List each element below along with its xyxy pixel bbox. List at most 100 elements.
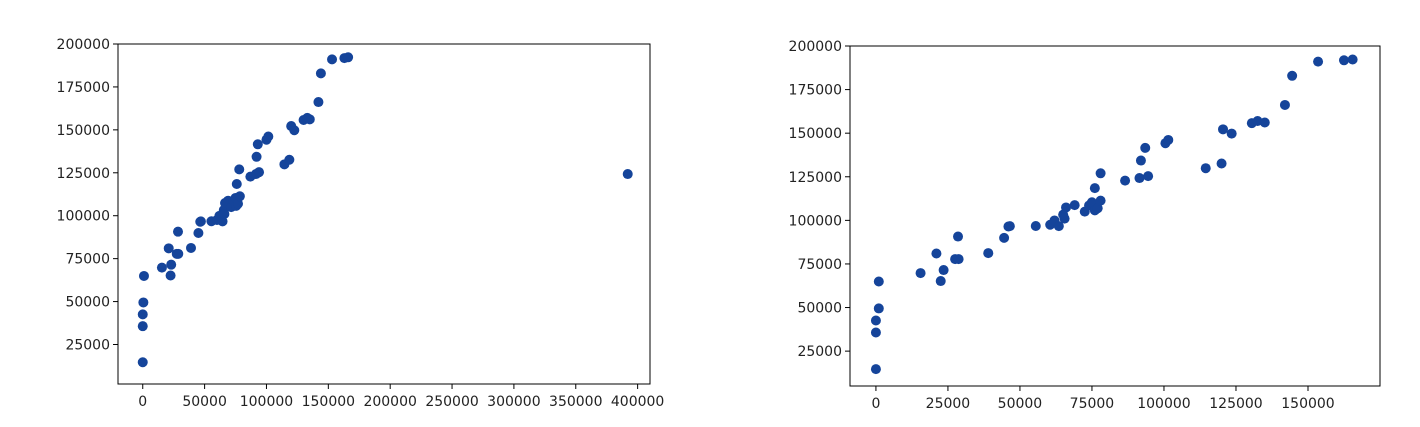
right-data-point (1135, 155, 1146, 166)
left-data-point (219, 208, 230, 219)
right-data-point (1004, 221, 1015, 232)
left-data-point (166, 259, 177, 270)
right-data-point (1134, 173, 1145, 184)
right-data-point (953, 231, 964, 242)
right-data-point (1279, 99, 1290, 110)
left-data-point (138, 297, 149, 308)
right-data-point (1069, 200, 1080, 211)
left-data-point (137, 321, 148, 332)
left-plot-frame (117, 43, 651, 385)
right-data-point (953, 254, 964, 265)
left-data-point (193, 227, 204, 238)
left-y-tick-label: 175000 (57, 80, 110, 96)
right-data-point (1095, 168, 1106, 179)
left-x-tick-label: 100000 (240, 394, 293, 410)
scatter-chart-left: 0 50000 100000 150000 200000 250000 300000 3500… (0, 0, 700, 427)
left-data-point (263, 131, 274, 142)
left-data-point (165, 270, 176, 281)
right-data-point (1061, 202, 1072, 213)
right-y-tick-label: 100000 (789, 213, 842, 229)
left-x-tick-label: 150000 (302, 394, 355, 410)
left-y-tick-label: 50000 (65, 295, 110, 311)
left-data-point (304, 114, 315, 125)
right-data-point (870, 315, 881, 326)
right-x-tick-label: 100000 (1137, 396, 1190, 412)
left-y-tick-label: 25000 (65, 338, 110, 354)
right-y-tick-label: 25000 (797, 344, 842, 360)
right-data-point (1163, 134, 1174, 145)
right-data-point (1226, 128, 1237, 139)
right-y-tick-label: 200000 (789, 39, 842, 55)
right-data-point (1259, 117, 1270, 128)
left-data-point (173, 226, 184, 237)
right-data-point (1053, 221, 1064, 232)
scatter-plot-right: 0 25000 50000 75000 100000 125000 150000 25000 5… (789, 39, 1381, 412)
left-y-tick-label: 100000 (57, 209, 110, 225)
right-x-tick-label: 50000 (998, 396, 1043, 412)
right-data-point (983, 248, 994, 259)
left-x-tick-label: 200000 (363, 394, 416, 410)
right-data-point (999, 232, 1010, 243)
left-y-tick-label: 75000 (65, 252, 110, 268)
right-data-point (873, 276, 884, 287)
left-data-point (231, 178, 242, 189)
right-data-point (1216, 158, 1227, 169)
left-y-tick-label: 125000 (57, 166, 110, 182)
left-x-tick-label: 300000 (487, 394, 540, 410)
right-y-tick-label: 175000 (789, 83, 842, 99)
left-data-point (251, 151, 262, 162)
right-data-point (870, 327, 881, 338)
left-data-point (195, 216, 206, 227)
right-x-tick-label: 0 (871, 396, 880, 412)
left-data-point (284, 154, 295, 165)
right-x-tick-label: 75000 (1070, 396, 1115, 412)
right-data-point (1140, 142, 1151, 153)
left-data-point (138, 270, 149, 281)
right-data-point (935, 276, 946, 287)
left-data-point (234, 164, 245, 175)
scatter-chart-right: 0 25000 50000 75000 100000 125000 150000 25000 5… (700, 0, 1420, 427)
right-data-point (1095, 195, 1106, 206)
right-data-point (873, 303, 884, 314)
left-x-tick-label: 0 (138, 394, 147, 410)
left-data-point (313, 97, 324, 108)
right-data-point (1059, 213, 1070, 224)
left-data-point (315, 68, 326, 79)
right-data-point (1218, 124, 1229, 135)
left-data-point (327, 54, 338, 65)
right-data-point (1030, 220, 1041, 231)
left-data-point (185, 242, 196, 253)
right-y-tick-label: 125000 (789, 170, 842, 186)
left-data-point (343, 52, 354, 63)
left-data-point (252, 139, 263, 150)
right-data-point (931, 248, 942, 259)
left-x-tick-label: 350000 (549, 394, 602, 410)
left-data-point (163, 243, 174, 254)
left-data-point (289, 125, 300, 136)
right-data-point (870, 364, 881, 375)
left-x-tick-label: 50000 (182, 394, 227, 410)
left-data-point (156, 262, 167, 273)
right-data-point (1143, 171, 1154, 182)
right-data-point (1089, 183, 1100, 194)
right-data-point (1347, 54, 1358, 65)
left-x-tick-label: 400000 (611, 394, 664, 410)
left-data-point (137, 357, 148, 368)
left-data-point (234, 191, 245, 202)
left-x-tick-label: 250000 (425, 394, 478, 410)
left-data-point (254, 167, 265, 178)
right-data-point (1287, 70, 1298, 81)
right-data-point (1120, 175, 1131, 186)
right-y-tick-label: 75000 (797, 257, 842, 273)
right-y-tick-label: 50000 (797, 301, 842, 317)
right-data-point (1313, 56, 1324, 67)
left-y-tick-label: 200000 (57, 37, 110, 53)
right-data-point (1338, 55, 1349, 66)
left-data-point (137, 309, 148, 320)
left-y-tick-label: 150000 (57, 123, 110, 139)
scatter-plot-left: 0 50000 100000 150000 200000 250000 300000 3500… (57, 37, 665, 410)
right-y-tick-label: 150000 (789, 126, 842, 142)
right-x-tick-label: 125000 (1209, 396, 1262, 412)
right-plot-frame (849, 45, 1381, 387)
right-x-tick-label: 25000 (926, 396, 971, 412)
